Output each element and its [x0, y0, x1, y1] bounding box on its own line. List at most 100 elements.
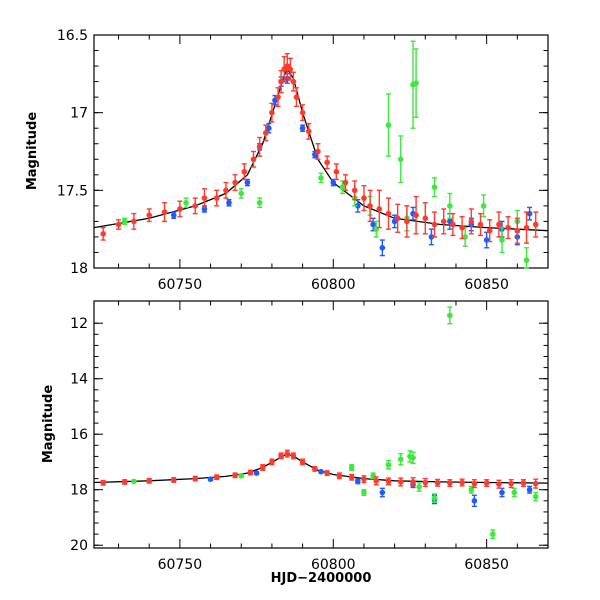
data-point-red — [373, 476, 380, 486]
point-marker — [422, 479, 429, 486]
point-marker — [370, 221, 376, 228]
point-marker — [394, 215, 401, 222]
data-point-red — [287, 57, 294, 81]
point-marker — [170, 477, 177, 483]
point-marker — [192, 475, 199, 482]
point-marker — [450, 221, 456, 228]
point-marker — [379, 245, 386, 251]
y-tick-label: 16 — [70, 427, 88, 443]
point-marker — [532, 221, 539, 228]
point-marker — [232, 179, 238, 186]
point-marker — [447, 203, 453, 209]
data-point-green — [431, 177, 438, 198]
data-point-red — [324, 470, 330, 476]
data-point-red — [413, 195, 419, 235]
data-point-red — [422, 477, 429, 488]
data-point-red — [361, 475, 367, 484]
data-point-green — [370, 472, 376, 480]
data-point-red — [131, 212, 137, 230]
point-marker — [192, 203, 199, 209]
top-panel-model-curve — [93, 67, 549, 232]
data-point-green — [121, 217, 128, 226]
top-panel-ylabel: Magnitude — [25, 112, 40, 191]
point-marker — [131, 478, 137, 485]
data-point-blue — [299, 124, 306, 133]
data-point-red — [348, 473, 355, 481]
point-marker — [244, 179, 251, 186]
data-point-red — [351, 180, 358, 201]
point-marker — [367, 203, 373, 209]
point-marker — [397, 479, 404, 485]
data-point-green — [238, 473, 245, 479]
point-marker — [146, 478, 153, 484]
data-point-red — [376, 189, 383, 229]
point-marker — [115, 221, 122, 228]
point-marker — [385, 210, 392, 217]
data-point-blue — [318, 468, 324, 475]
point-marker — [275, 94, 281, 100]
model-curve — [93, 67, 549, 232]
data-point-blue — [526, 206, 533, 221]
point-marker — [238, 190, 245, 197]
data-point-red — [247, 469, 254, 476]
point-marker — [226, 199, 232, 206]
point-marker — [121, 479, 128, 485]
data-point-green — [131, 478, 137, 485]
point-marker — [499, 237, 505, 243]
bottom-panel-ticks — [94, 301, 549, 548]
point-marker — [250, 156, 257, 163]
point-marker — [318, 175, 324, 181]
top-panel-tick-labels: 60750 60800 60850 16.5 17 17.5 18 — [57, 28, 509, 293]
data-point-red — [232, 174, 238, 192]
point-marker — [370, 473, 376, 479]
data-point-red — [177, 200, 183, 218]
point-marker — [496, 221, 502, 228]
point-marker — [532, 480, 539, 487]
point-marker — [330, 179, 337, 186]
data-point-red — [146, 208, 153, 223]
data-point-red — [115, 219, 122, 230]
point-marker — [342, 179, 349, 186]
data-point-green — [489, 529, 496, 539]
data-point-green — [468, 485, 475, 494]
data-point-red — [410, 477, 416, 487]
data-point-green — [339, 180, 346, 195]
point-marker — [287, 66, 294, 72]
point-marker — [100, 231, 107, 237]
bottom-panel: 60750 60800 60850 12 14 16 18 20 Magnitude HJD−… — [41, 300, 549, 586]
data-point-red — [447, 479, 453, 488]
point-marker — [410, 455, 416, 461]
point-marker — [170, 212, 177, 218]
data-point-green — [413, 48, 419, 119]
point-marker — [269, 109, 275, 116]
point-marker — [256, 144, 263, 150]
point-marker — [161, 209, 168, 215]
point-marker — [505, 224, 511, 231]
data-point-red — [312, 465, 318, 472]
point-marker — [207, 476, 214, 482]
point-marker — [404, 218, 410, 225]
data-point-blue — [483, 231, 490, 249]
point-marker — [121, 218, 128, 225]
point-marker — [305, 128, 312, 135]
point-marker — [278, 78, 284, 85]
data-point-red — [281, 56, 287, 83]
data-point-blue — [355, 478, 361, 485]
data-point-red — [192, 197, 199, 215]
point-marker — [131, 218, 137, 225]
point-marker — [523, 257, 530, 264]
point-marker — [299, 459, 306, 465]
point-marker — [336, 473, 343, 479]
data-point-green — [447, 192, 453, 219]
data-point-green — [431, 493, 438, 503]
bottom-panel-ylabel: Magnitude — [41, 385, 56, 464]
point-marker — [434, 479, 441, 486]
point-marker — [480, 203, 487, 209]
data-point-red — [269, 458, 275, 466]
bottom-panel-xlabel: HJD−2400000 — [271, 571, 372, 586]
data-point-green — [256, 197, 263, 209]
point-marker — [351, 187, 358, 194]
data-point-red — [250, 150, 257, 168]
point-marker — [477, 221, 484, 228]
data-point-red — [100, 226, 107, 241]
